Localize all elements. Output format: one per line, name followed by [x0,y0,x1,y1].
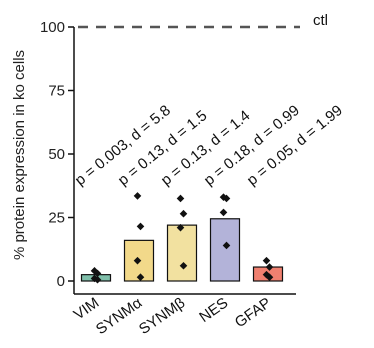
category-label: SYNMα [93,294,146,338]
data-point [219,208,228,217]
data-point [222,194,231,203]
category-label: GFAP [232,294,275,331]
data-point [179,209,188,218]
data-point [93,275,102,284]
y-ticks: 0 25 50 75 100 [40,19,74,290]
y-tick-label: 50 [48,146,65,163]
data-point [90,267,99,275]
data-points [90,192,274,284]
data-point [176,194,185,203]
stat-annotations: p = 0.003, d = 5.8p = 0.13, d = 1.5p = 0… [72,102,346,189]
y-tick-label: 75 [48,83,65,100]
data-point [133,256,142,265]
category-label: VIM [71,294,103,323]
bar [209,218,241,282]
data-point [136,273,145,281]
data-point [262,270,271,279]
y-tick-label: 25 [48,210,65,227]
category-label: SYNMβ [136,294,189,338]
data-point [90,274,99,283]
data-point [265,273,274,281]
data-point [93,269,102,278]
data-point [265,263,274,271]
y-tick-label: 100 [40,19,65,36]
y-axis-title: % protein expression in ko cells [11,50,28,260]
ctl-reference-label: ctl [313,12,328,29]
y-tick-label: 0 [57,273,65,290]
data-point [133,192,142,200]
data-point [222,241,231,250]
data-point [176,223,185,232]
category-label: NES [196,294,231,326]
bar [166,224,198,282]
data-point [136,222,145,231]
data-point [262,256,271,265]
y-axis [73,27,296,295]
data-point [179,261,188,270]
reference-layer: ctl [78,12,328,29]
